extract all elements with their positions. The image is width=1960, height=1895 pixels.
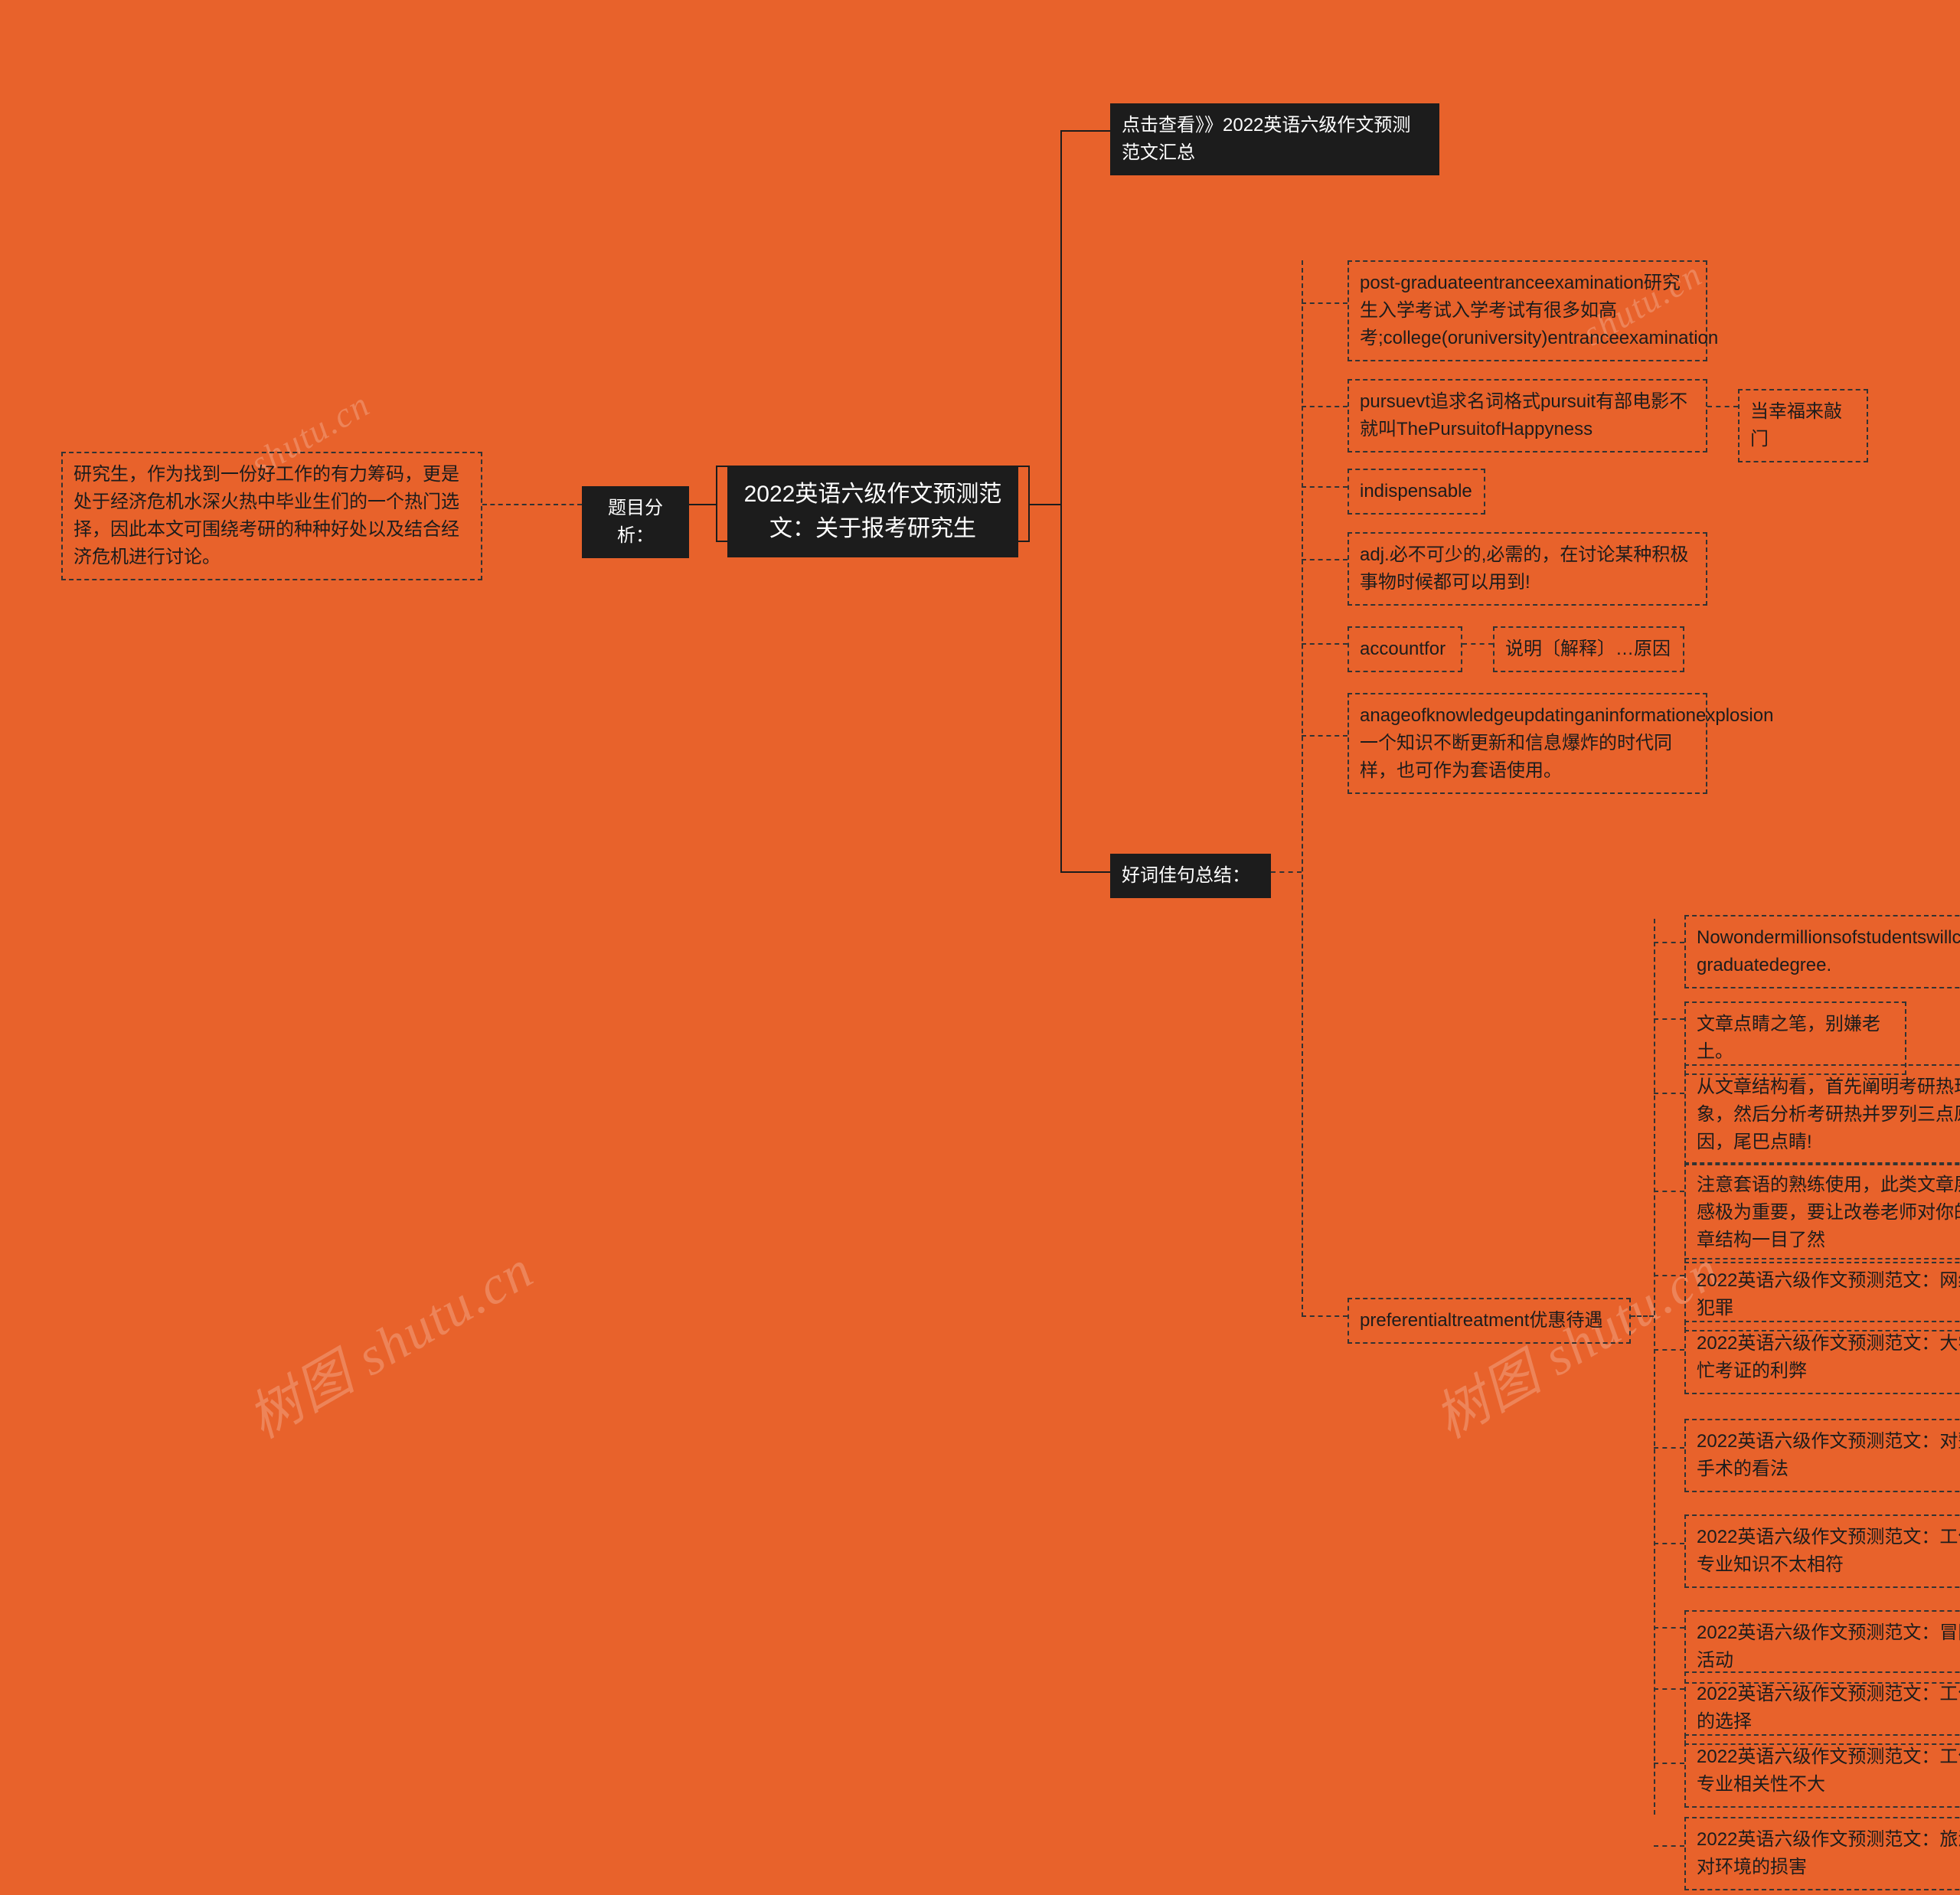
connector	[1060, 130, 1110, 132]
connector	[1030, 504, 1060, 505]
connector	[1654, 1018, 1684, 1020]
topic-analysis-text: 研究生，作为找到一份好工作的有力筹码，更是处于经济危机水深火热中毕业生们的一个热…	[61, 452, 482, 580]
list-item: 注意套语的熟练使用，此类文章层次感极为重要，要让改卷老师对你的文章结构一目了然	[1684, 1162, 1960, 1263]
phrase-item: indispensable	[1348, 469, 1485, 515]
connector	[1302, 406, 1348, 407]
connector	[1302, 1315, 1348, 1317]
root-node[interactable]: 2022英语六级作文预测范文：关于报考研究生	[727, 466, 1018, 557]
connector	[1707, 406, 1738, 407]
connector	[1654, 1093, 1684, 1094]
connector	[1302, 643, 1348, 645]
phrase-item: accountfor	[1348, 626, 1462, 672]
phrase-item: pursuevt追求名词格式pursuit有部电影不就叫ThePursuitof…	[1348, 379, 1707, 453]
connector	[1654, 1845, 1684, 1847]
watermark: 树图 shutu.cn	[232, 1227, 546, 1453]
connector	[1302, 486, 1348, 488]
good-phrases-label[interactable]: 好词佳句总结：	[1110, 854, 1271, 898]
list-item: 2022英语六级作文预测范文：旅游业对环境的损害	[1684, 1817, 1960, 1890]
connector	[482, 504, 582, 505]
connector	[1654, 1349, 1684, 1351]
list-item: 2022英语六级作文预测范文：工作和专业相关性不大	[1684, 1734, 1960, 1808]
phrase-tail: 当幸福来敲门	[1738, 389, 1868, 462]
connector	[1271, 871, 1302, 873]
connector	[1462, 643, 1493, 645]
connector	[1631, 1315, 1654, 1317]
connector	[1060, 871, 1110, 873]
connector	[689, 504, 716, 505]
connector	[1654, 1688, 1684, 1690]
see-more-link[interactable]: 点击查看》》2022英语六级作文预测范文汇总	[1110, 103, 1439, 175]
connector	[1302, 735, 1348, 737]
topic-analysis-label[interactable]: 题目分析：	[582, 486, 689, 558]
connector	[1060, 130, 1062, 873]
list-item: 2022英语六级作文预测范文：工作与专业知识不太相符	[1684, 1514, 1960, 1588]
connector	[1654, 1447, 1684, 1449]
connector	[1654, 1627, 1684, 1629]
connector	[1654, 1275, 1684, 1276]
connector	[1302, 302, 1348, 304]
phrase-item: anageofknowledgeupdatinganinformationexp…	[1348, 693, 1707, 794]
connector	[1654, 919, 1655, 1815]
phrase-tail: 说明〔解释〕…原因	[1493, 626, 1684, 672]
root-bracket-right	[1018, 466, 1030, 542]
preferential-treatment-label: preferentialtreatment优惠待遇	[1348, 1298, 1631, 1344]
connector	[1654, 1763, 1684, 1764]
connector	[1302, 260, 1303, 1317]
connector	[1302, 559, 1348, 560]
list-item: 从文章结构看，首先阐明考研热现象，然后分析考研热并罗列三点原因，尾巴点睛!	[1684, 1064, 1960, 1165]
phrase-item: adj.必不可少的,必需的，在讨论某种积极事物时候都可以用到!	[1348, 532, 1707, 606]
list-item: Nowondermillionsofstudentswillconsiderpu…	[1684, 915, 1960, 988]
root-bracket-left	[716, 466, 727, 542]
phrase-item: post-graduateentranceexamination研究生入学考试入…	[1348, 260, 1707, 361]
list-item: 2022英语六级作文预测范文：对整容手术的看法	[1684, 1419, 1960, 1492]
list-item: 2022英语六级作文预测范文：大学生忙考证的利弊	[1684, 1321, 1960, 1394]
connector	[1654, 1543, 1684, 1544]
connector	[1654, 942, 1684, 943]
connector	[1654, 1191, 1684, 1192]
